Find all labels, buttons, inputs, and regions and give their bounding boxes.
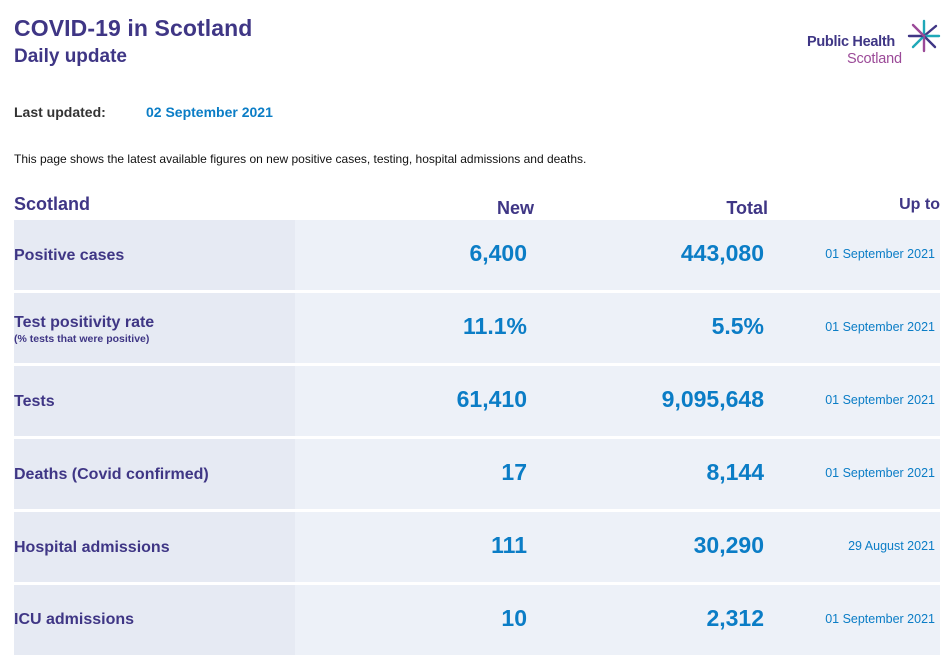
column-header-total: Total <box>726 198 768 218</box>
logo-text-line2: Scotland <box>847 51 902 67</box>
row-label: ICU admissions <box>14 611 135 628</box>
row-values-cell <box>295 293 940 363</box>
row-sublabel: (% tests that were positive) <box>14 333 150 345</box>
row-label-cell: ICU admissions <box>14 585 295 655</box>
row-values-cell <box>295 585 940 655</box>
value-up-to: 01 September 2021 <box>825 612 935 626</box>
row-label-cell: Tests <box>14 366 295 436</box>
value-new: 61,410 <box>456 386 527 412</box>
row-label-cell: Positive cases <box>14 220 295 290</box>
value-up-to: 01 September 2021 <box>825 247 935 261</box>
value-new: 111 <box>491 532 527 558</box>
row-label: Hospital admissions <box>14 539 170 556</box>
row-label: Deaths (Covid confirmed) <box>14 466 209 483</box>
row-label: Test positivity rate <box>14 314 155 331</box>
public-health-scotland-logo[interactable]: Public Health Scotland <box>800 18 942 70</box>
table-row: ICU admissions 10 2,312 01 September 202… <box>0 585 946 655</box>
value-total: 9,095,648 <box>661 386 764 412</box>
value-new: 6,400 <box>469 240 527 266</box>
last-updated-label: Last updated: <box>14 104 106 120</box>
column-header-new: New <box>496 198 534 218</box>
row-label-cell: Deaths (Covid confirmed) <box>14 439 295 509</box>
value-new: 10 <box>501 605 527 631</box>
row-values-cell <box>295 439 940 509</box>
page-subtitle: Daily update <box>14 46 127 67</box>
table-row: Tests 61,410 9,095,648 01 September 2021 <box>0 366 946 436</box>
row-label-cell: Test positivity rate (% tests that were … <box>14 293 295 363</box>
last-updated-date: 02 September 2021 <box>146 104 273 120</box>
value-up-to: 01 September 2021 <box>825 393 935 407</box>
row-values-cell <box>295 512 940 582</box>
page-description: This page shows the latest available fig… <box>14 152 587 166</box>
column-header-up-to: Up to <box>899 196 940 213</box>
row-values-cell <box>295 366 940 436</box>
column-header-area: Scotland <box>14 194 91 214</box>
value-total: 5.5% <box>711 313 764 339</box>
star-burst-icon <box>907 19 941 53</box>
logo-text-line1: Public Health <box>807 34 895 50</box>
table-row: Test positivity rate (% tests that were … <box>0 293 946 363</box>
row-label: Positive cases <box>14 247 125 264</box>
row-label-cell: Hospital admissions <box>14 512 295 582</box>
value-total: 8,144 <box>706 459 764 485</box>
page-title: COVID-19 in Scotland <box>14 15 253 41</box>
value-up-to: 01 September 2021 <box>825 320 935 334</box>
value-new: 17 <box>501 459 527 485</box>
value-new: 11.1% <box>463 313 527 339</box>
table-row: Positive cases 6,400 443,080 01 Septembe… <box>0 220 946 290</box>
value-up-to: 29 August 2021 <box>848 539 935 553</box>
value-up-to: 01 September 2021 <box>825 466 935 480</box>
row-label: Tests <box>14 393 55 410</box>
table-row: Hospital admissions 111 30,290 29 August… <box>0 512 946 582</box>
value-total: 2,312 <box>706 605 764 631</box>
value-total: 30,290 <box>693 532 764 558</box>
value-total: 443,080 <box>680 240 764 266</box>
table-row: Deaths (Covid confirmed) 17 8,144 01 Sep… <box>0 439 946 509</box>
row-values-cell <box>295 220 940 290</box>
